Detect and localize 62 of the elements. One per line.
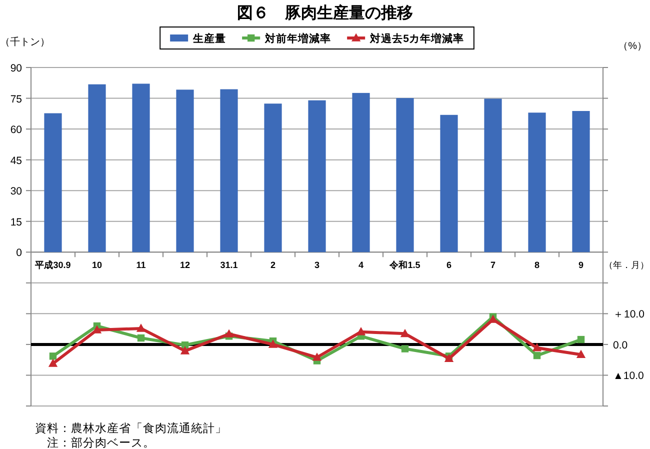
bar <box>572 110 590 252</box>
point <box>180 346 190 354</box>
bar <box>176 90 194 252</box>
bar <box>44 113 62 252</box>
bar <box>264 104 282 252</box>
point <box>49 352 57 360</box>
legend-label: 対前年増減率 <box>264 32 332 45</box>
point <box>92 325 102 334</box>
point <box>576 350 586 358</box>
bar <box>484 98 502 252</box>
x-tick-label: 12 <box>180 260 190 270</box>
xlabel: （年．月） <box>604 260 649 270</box>
x-tick-label: 令和1.5 <box>388 260 420 270</box>
y2label: （%） <box>618 41 647 52</box>
x-tick-label: 31.1 <box>220 260 238 270</box>
x-tick-label: 9 <box>578 260 584 270</box>
point <box>48 358 58 367</box>
y-tick-label: 45 <box>10 154 22 167</box>
x-tick-label: 10 <box>92 260 102 270</box>
y2-tick-label: ▲10.0 <box>613 370 644 382</box>
point <box>400 328 410 338</box>
point <box>137 334 145 342</box>
bar <box>220 89 238 252</box>
annotation: 注：部分肉ベース。 <box>47 438 155 449</box>
x-tick-label: 4 <box>358 260 364 270</box>
annotation: 資料：農林水産省「食肉流通統計」 <box>35 423 227 435</box>
point <box>268 340 278 348</box>
point <box>444 354 454 362</box>
y-tick-label: 60 <box>10 124 22 136</box>
bar <box>308 100 326 252</box>
bar <box>88 84 106 252</box>
x-tick-label: 7 <box>490 260 496 270</box>
point <box>312 352 322 361</box>
point <box>533 352 541 360</box>
x-tick-label: 6 <box>446 260 452 270</box>
point <box>136 324 146 332</box>
bar <box>352 92 370 252</box>
point <box>532 343 542 352</box>
y-tick-label: 30 <box>10 186 22 198</box>
point <box>401 345 409 352</box>
point <box>224 329 234 338</box>
y-tick-label: 15 <box>10 216 22 228</box>
x-tick-label: 2 <box>270 260 276 270</box>
x-tick-label: 8 <box>534 260 540 270</box>
bar <box>396 98 414 252</box>
title: 図６ 豚肉生産量の推移 <box>237 5 413 22</box>
y-tick-label: 0 <box>16 247 22 260</box>
y2-tick-label: ＋10.0 <box>613 308 645 321</box>
bar <box>528 112 546 252</box>
bar <box>440 114 458 252</box>
y-tick-label: 75 <box>10 93 22 106</box>
y2-tick-label: 0.0 <box>613 339 628 352</box>
legend-label: 対過去5カ年増減率 <box>369 32 464 45</box>
bar <box>132 84 150 252</box>
y-tick-label: 90 <box>10 62 22 74</box>
point <box>356 327 366 336</box>
x-tick-label: 平成30.9 <box>34 260 71 270</box>
x-tick-label: 3 <box>314 260 320 270</box>
x-tick-label: 11 <box>136 260 146 270</box>
legend-label: 生産量 <box>192 32 226 45</box>
point <box>577 336 585 344</box>
ylabel: （千トン） <box>0 37 50 48</box>
